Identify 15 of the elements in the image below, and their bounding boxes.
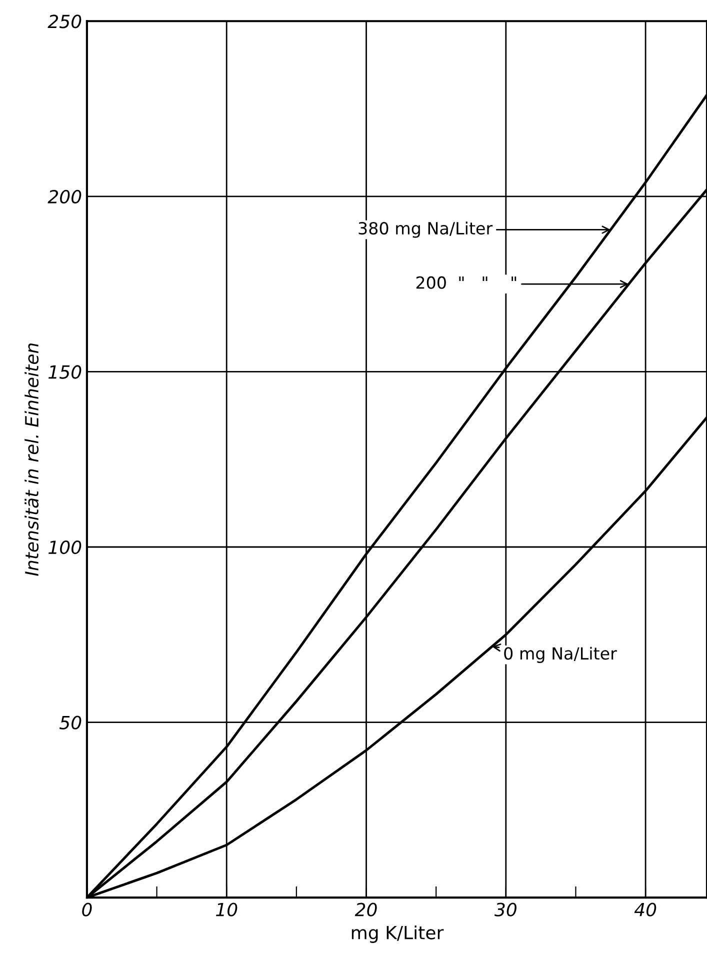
y-tick-label: 250 <box>48 14 82 28</box>
x-tick-label: 20 <box>354 902 377 916</box>
annotation: 380 mg Na/Liter <box>358 222 493 238</box>
y-tick-label: 200 <box>48 190 82 204</box>
x-tick-label: 30 <box>494 902 516 916</box>
y-axis-title: Intensität in rel. Einheiten <box>24 344 39 576</box>
x-axis-title: mg K/Liter <box>352 925 444 943</box>
y-tick-label: 100 <box>48 540 82 554</box>
x-tick-label: 40 <box>634 902 656 916</box>
y-tick-label: 50 <box>59 716 82 730</box>
x-tick-label: 10 <box>216 902 238 916</box>
annotation: 200 " " " <box>416 276 516 289</box>
y-tick-label: 150 <box>48 365 82 379</box>
annotation: 0 mg Na/Liter <box>504 646 617 663</box>
x-tick-label: 0 <box>82 902 92 916</box>
